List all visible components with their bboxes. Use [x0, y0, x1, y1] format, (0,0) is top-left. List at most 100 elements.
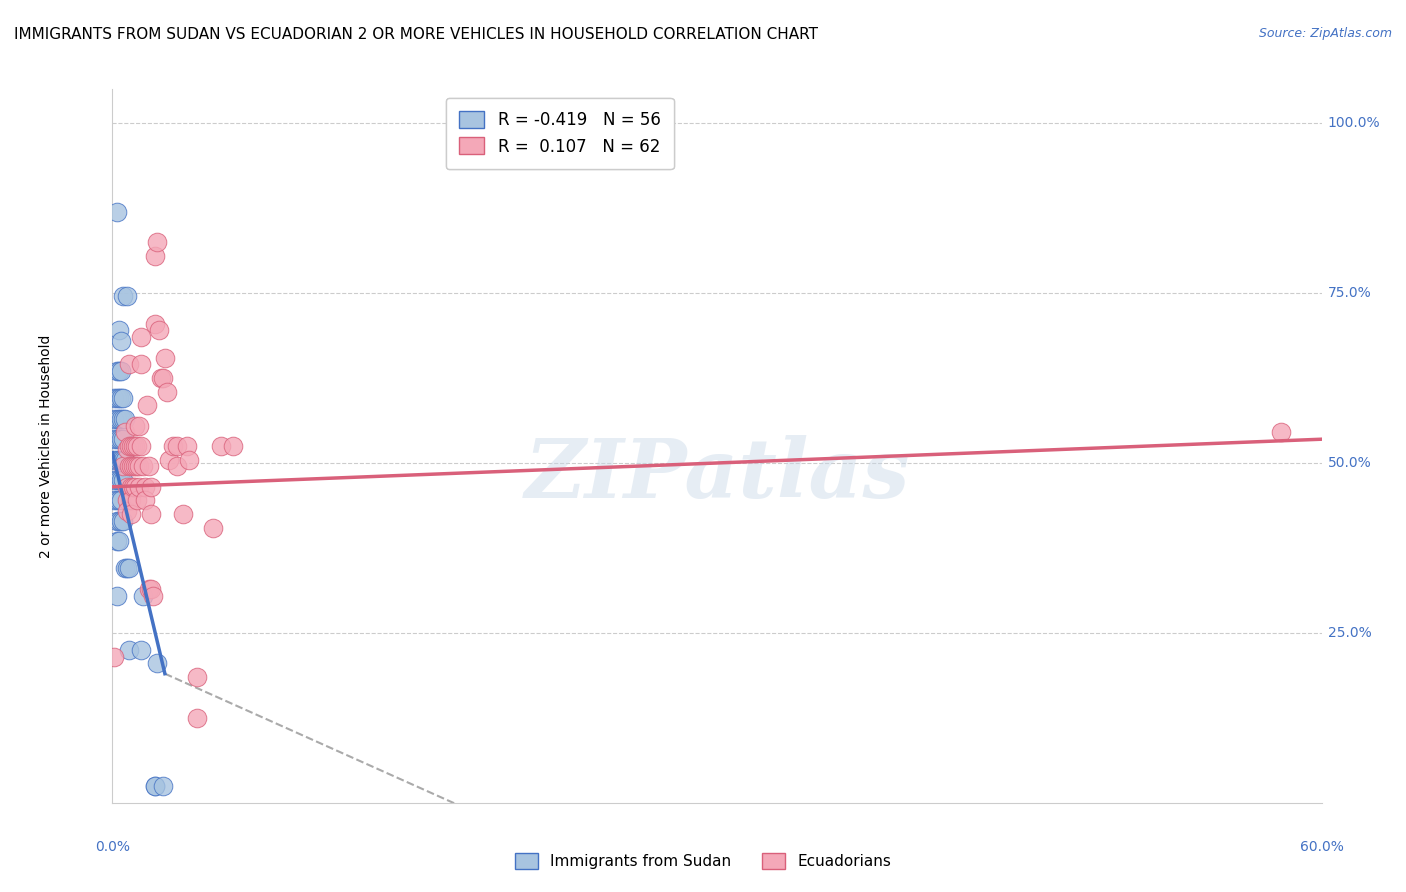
- Point: [129, 358, 152, 372]
- Point: [157, 452, 180, 467]
- Point: [110, 452, 132, 467]
- Point: [202, 520, 225, 534]
- Point: [111, 432, 134, 446]
- Point: [103, 473, 125, 487]
- Point: [107, 432, 129, 446]
- Point: [105, 412, 128, 426]
- Text: 2 or more Vehicles in Household: 2 or more Vehicles in Household: [39, 334, 53, 558]
- Point: [139, 507, 162, 521]
- Point: [138, 459, 160, 474]
- Legend: Immigrants from Sudan, Ecuadorians: Immigrants from Sudan, Ecuadorians: [509, 847, 897, 875]
- Point: [103, 412, 125, 426]
- Text: 25.0%: 25.0%: [1327, 626, 1371, 640]
- Point: [103, 432, 125, 446]
- Point: [149, 371, 172, 385]
- Point: [142, 589, 165, 603]
- Point: [105, 589, 128, 603]
- Point: [121, 480, 143, 494]
- Point: [115, 442, 138, 457]
- Point: [143, 779, 166, 793]
- Point: [103, 649, 125, 664]
- Point: [124, 418, 146, 433]
- Point: [111, 412, 134, 426]
- Point: [105, 364, 128, 378]
- Point: [135, 398, 157, 412]
- Point: [114, 412, 136, 426]
- Point: [1270, 425, 1292, 440]
- Point: [128, 459, 150, 474]
- Text: Source: ZipAtlas.com: Source: ZipAtlas.com: [1258, 27, 1392, 40]
- Point: [103, 392, 125, 406]
- Point: [114, 561, 136, 575]
- Point: [172, 507, 194, 521]
- Point: [103, 493, 125, 508]
- Point: [143, 249, 166, 263]
- Point: [162, 439, 184, 453]
- Point: [107, 412, 129, 426]
- Text: 75.0%: 75.0%: [1327, 286, 1371, 300]
- Point: [110, 364, 132, 378]
- Point: [146, 235, 169, 249]
- Point: [107, 452, 129, 467]
- Point: [134, 493, 156, 508]
- Point: [115, 493, 138, 508]
- Point: [110, 334, 132, 348]
- Point: [107, 534, 129, 549]
- Point: [105, 432, 128, 446]
- Point: [117, 561, 139, 575]
- Point: [222, 439, 245, 453]
- Point: [129, 439, 152, 453]
- Point: [139, 582, 162, 596]
- Point: [132, 459, 155, 474]
- Point: [186, 711, 208, 725]
- Point: [121, 439, 143, 453]
- Point: [107, 323, 129, 337]
- Point: [128, 480, 150, 494]
- Point: [124, 439, 146, 453]
- Point: [107, 364, 129, 378]
- Text: 60.0%: 60.0%: [1299, 840, 1344, 855]
- Point: [143, 317, 166, 331]
- Point: [117, 459, 139, 474]
- Point: [117, 439, 139, 453]
- Point: [105, 493, 128, 508]
- Point: [105, 473, 128, 487]
- Point: [152, 779, 174, 793]
- Legend: R = -0.419   N = 56, R =  0.107   N = 62: R = -0.419 N = 56, R = 0.107 N = 62: [446, 97, 673, 169]
- Point: [120, 493, 142, 508]
- Point: [115, 503, 138, 517]
- Point: [105, 534, 128, 549]
- Point: [110, 514, 132, 528]
- Point: [129, 330, 152, 344]
- Point: [103, 452, 125, 467]
- Point: [105, 204, 128, 219]
- Point: [153, 351, 176, 365]
- Point: [156, 384, 179, 399]
- Point: [114, 452, 136, 467]
- Point: [209, 439, 232, 453]
- Point: [177, 452, 200, 467]
- Point: [166, 439, 188, 453]
- Point: [143, 779, 166, 793]
- Point: [115, 561, 138, 575]
- Point: [129, 643, 152, 657]
- Point: [110, 473, 132, 487]
- Point: [152, 371, 174, 385]
- Point: [105, 514, 128, 528]
- Point: [139, 480, 162, 494]
- Point: [111, 514, 134, 528]
- Point: [186, 670, 208, 684]
- Point: [146, 657, 169, 671]
- Point: [120, 439, 142, 453]
- Point: [128, 418, 150, 433]
- Point: [110, 412, 132, 426]
- Point: [124, 480, 146, 494]
- Point: [111, 289, 134, 303]
- Point: [110, 432, 132, 446]
- Point: [105, 452, 128, 467]
- Text: 50.0%: 50.0%: [1327, 456, 1371, 470]
- Point: [124, 459, 146, 474]
- Point: [176, 439, 198, 453]
- Point: [120, 507, 142, 521]
- Point: [117, 358, 139, 372]
